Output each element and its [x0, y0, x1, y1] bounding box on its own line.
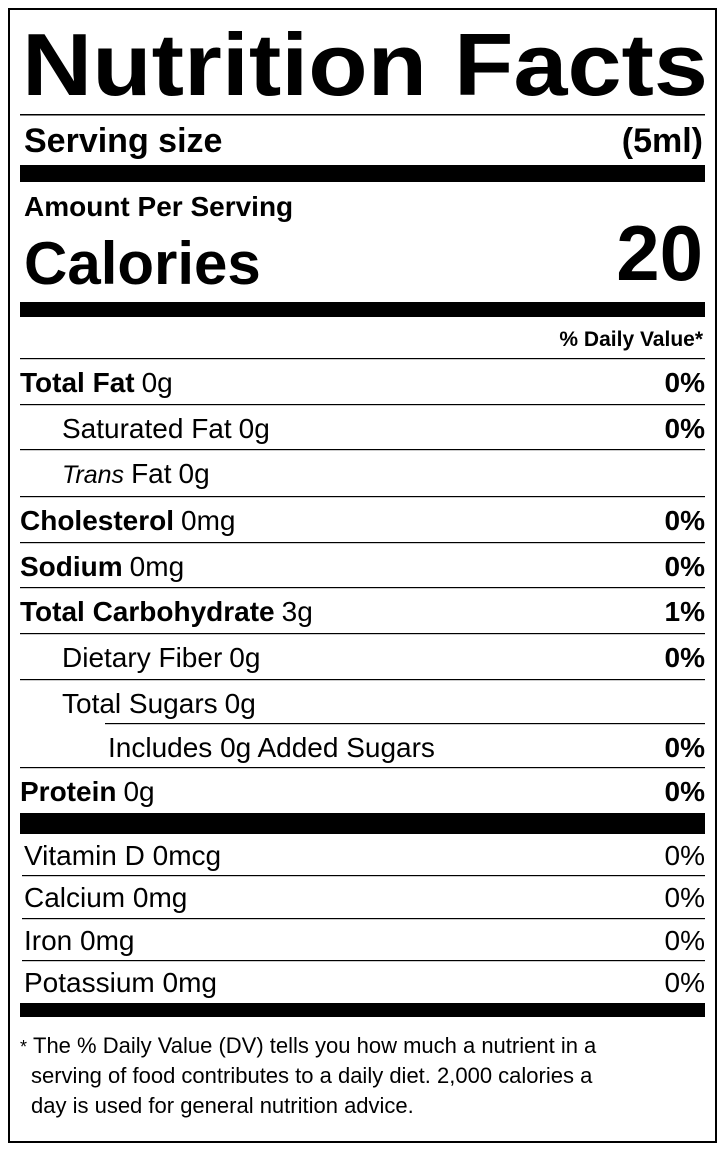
nutrient-amount: 0mg — [181, 505, 235, 536]
label-title: Nutrition Facts — [22, 15, 708, 114]
vitamin-name: Iron 0mg — [24, 925, 135, 956]
daily-value: 0% — [665, 505, 706, 536]
rule — [20, 587, 705, 589]
rule — [20, 449, 705, 451]
amount-per-serving: Amount Per Serving — [24, 191, 293, 222]
vitamin-dv: 0% — [665, 925, 705, 956]
calories-value: 20 — [616, 209, 703, 297]
daily-value: 0% — [665, 776, 706, 807]
rule — [20, 404, 705, 406]
nutrient-name: Total Fat 0g — [20, 367, 173, 398]
label-border — [8, 8, 717, 1143]
vitamin-name: Calcium 0mg — [24, 882, 187, 913]
nutrient-name: Trans Fat 0g — [62, 458, 210, 489]
footnote-line: The % Daily Value (DV) tells you how muc… — [33, 1033, 597, 1058]
nutrient-name: Dietary Fiber 0g — [62, 642, 260, 673]
nutrient-name: Saturated Fat — [62, 413, 232, 444]
serving-value: (5ml) — [622, 122, 703, 160]
rule — [20, 358, 705, 360]
nutrient-name: Sodium — [20, 551, 123, 582]
nutrient-name: Total Fat — [20, 367, 135, 398]
nutrient-name-italic: Trans — [62, 461, 124, 489]
vitamin-name: Vitamin D 0mcg — [24, 840, 221, 871]
nutrient-rows: Total Fat 0g 0%Saturated Fat 0g 0%Trans Fat 0g… — [20, 358, 705, 1118]
nutrient-name: Protein — [20, 776, 116, 807]
vitamin-dv: 0% — [665, 882, 705, 913]
vitamin-name: Potassium 0mg — [24, 967, 217, 998]
nutrient-name: Total Sugars — [62, 688, 218, 719]
nutrient-amount: 0mg — [130, 551, 184, 582]
rule — [20, 767, 705, 769]
nutrient-name: Total Carbohydrate 3g — [20, 596, 313, 627]
thick-rule — [20, 302, 705, 317]
footnote-line: day is used for general nutrition advice… — [31, 1093, 414, 1118]
thick-rule — [20, 1003, 705, 1017]
rule — [20, 542, 705, 544]
calories-label: Calories — [24, 230, 261, 297]
rule — [20, 496, 705, 498]
nutrient-name: Total Sugars 0g — [62, 688, 256, 719]
nutrient-amount: 0g — [179, 458, 210, 489]
daily-value: 0% — [665, 367, 706, 398]
nutrient-name: Cholesterol — [20, 505, 174, 536]
daily-value: 0% — [665, 551, 706, 582]
daily-value: 1% — [665, 596, 706, 627]
nutrient-name: Cholesterol 0mg — [20, 505, 236, 536]
footnote-mark: * — [20, 1037, 27, 1057]
nutrient-amount: 0g — [229, 642, 260, 673]
nutrient-name: Includes 0g Added Sugars — [108, 732, 435, 763]
rule — [22, 918, 705, 920]
daily-value: 0% — [665, 413, 706, 444]
nutrient-name: Saturated Fat 0g — [62, 413, 270, 444]
nutrient-amount: 0g — [123, 776, 154, 807]
rule — [20, 114, 705, 116]
rule — [20, 633, 705, 635]
thick-rule — [20, 165, 705, 182]
nutrient-amount: 3g — [282, 596, 313, 627]
daily-value: 0% — [665, 642, 706, 673]
daily-value-header: % Daily Value* — [559, 328, 703, 351]
nutrient-amount: 0g — [239, 413, 270, 444]
nutrient-name: Dietary Fiber — [62, 642, 222, 673]
nutrient-name: Fat — [131, 458, 172, 489]
nutrient-name: Protein 0g — [20, 776, 155, 807]
nutrient-name: Total Carbohydrate — [20, 596, 275, 627]
footnote-line: serving of food contributes to a daily d… — [31, 1063, 593, 1088]
daily-value: 0% — [665, 732, 706, 763]
nutrient-amount: 0g — [225, 688, 256, 719]
rule — [20, 679, 705, 681]
vitamin-dv: 0% — [665, 840, 705, 871]
nutrient-name: Includes 0g Added Sugars — [108, 732, 435, 763]
nutrient-amount: 0g — [142, 367, 173, 398]
nutrient-name: Sodium 0mg — [20, 551, 184, 582]
serving-label: Serving size — [24, 122, 222, 160]
thick-rule — [20, 813, 705, 834]
rule — [22, 875, 705, 877]
rule — [105, 723, 705, 725]
rule — [22, 960, 705, 962]
vitamin-dv: 0% — [665, 967, 705, 998]
